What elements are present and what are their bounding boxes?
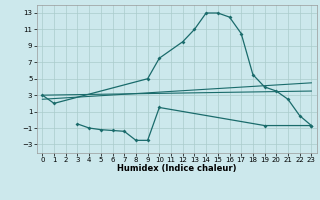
X-axis label: Humidex (Indice chaleur): Humidex (Indice chaleur) (117, 164, 236, 173)
